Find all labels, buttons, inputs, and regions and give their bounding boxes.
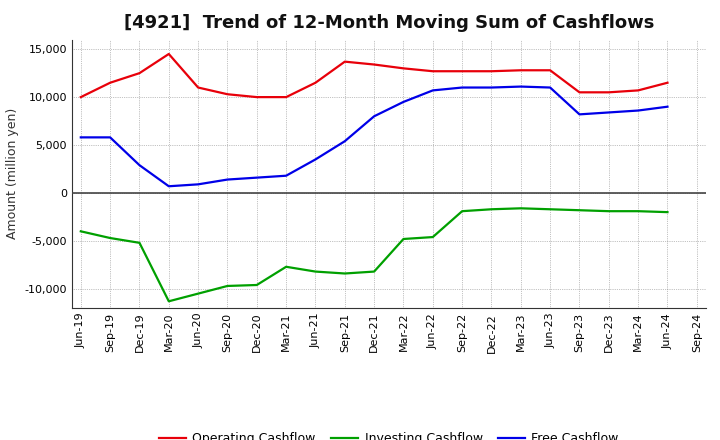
Operating Cashflow (546, 68, 554, 73)
Operating Cashflow (106, 80, 114, 85)
Free Cashflow (516, 84, 525, 89)
Investing Cashflow (546, 207, 554, 212)
Operating Cashflow (311, 80, 320, 85)
Operating Cashflow (282, 95, 290, 100)
Operating Cashflow (458, 69, 467, 74)
Investing Cashflow (341, 271, 349, 276)
Investing Cashflow (253, 282, 261, 288)
Free Cashflow (575, 112, 584, 117)
Free Cashflow (341, 139, 349, 144)
Free Cashflow (223, 177, 232, 182)
Line: Investing Cashflow: Investing Cashflow (81, 208, 667, 301)
Investing Cashflow (370, 269, 379, 274)
Investing Cashflow (428, 235, 437, 240)
Free Cashflow (76, 135, 85, 140)
Investing Cashflow (399, 236, 408, 242)
Free Cashflow (605, 110, 613, 115)
Free Cashflow (135, 162, 144, 168)
Legend: Operating Cashflow, Investing Cashflow, Free Cashflow: Operating Cashflow, Investing Cashflow, … (154, 427, 624, 440)
Investing Cashflow (575, 208, 584, 213)
Free Cashflow (282, 173, 290, 178)
Investing Cashflow (605, 209, 613, 214)
Operating Cashflow (341, 59, 349, 64)
Operating Cashflow (164, 51, 173, 57)
Line: Operating Cashflow: Operating Cashflow (81, 54, 667, 97)
Free Cashflow (253, 175, 261, 180)
Operating Cashflow (194, 85, 202, 90)
Operating Cashflow (370, 62, 379, 67)
Investing Cashflow (311, 269, 320, 274)
Line: Free Cashflow: Free Cashflow (81, 87, 667, 186)
Investing Cashflow (76, 229, 85, 234)
Free Cashflow (458, 85, 467, 90)
Free Cashflow (634, 108, 642, 113)
Investing Cashflow (282, 264, 290, 269)
Operating Cashflow (663, 80, 672, 85)
Operating Cashflow (399, 66, 408, 71)
Free Cashflow (428, 88, 437, 93)
Free Cashflow (399, 99, 408, 105)
Operating Cashflow (76, 95, 85, 100)
Investing Cashflow (458, 209, 467, 214)
Operating Cashflow (575, 90, 584, 95)
Investing Cashflow (106, 235, 114, 241)
Operating Cashflow (487, 69, 496, 74)
Operating Cashflow (516, 68, 525, 73)
Free Cashflow (663, 104, 672, 109)
Investing Cashflow (663, 209, 672, 215)
Investing Cashflow (516, 205, 525, 211)
Operating Cashflow (634, 88, 642, 93)
Investing Cashflow (223, 283, 232, 289)
Operating Cashflow (605, 90, 613, 95)
Title: [4921]  Trend of 12-Month Moving Sum of Cashflows: [4921] Trend of 12-Month Moving Sum of C… (124, 15, 654, 33)
Investing Cashflow (194, 291, 202, 296)
Free Cashflow (487, 85, 496, 90)
Free Cashflow (370, 114, 379, 119)
Operating Cashflow (135, 70, 144, 76)
Free Cashflow (311, 157, 320, 162)
Operating Cashflow (253, 95, 261, 100)
Free Cashflow (546, 85, 554, 90)
Operating Cashflow (223, 92, 232, 97)
Operating Cashflow (428, 69, 437, 74)
Free Cashflow (194, 182, 202, 187)
Investing Cashflow (135, 240, 144, 246)
Free Cashflow (106, 135, 114, 140)
Y-axis label: Amount (million yen): Amount (million yen) (6, 108, 19, 239)
Investing Cashflow (634, 209, 642, 214)
Investing Cashflow (487, 207, 496, 212)
Free Cashflow (164, 183, 173, 189)
Investing Cashflow (164, 299, 173, 304)
